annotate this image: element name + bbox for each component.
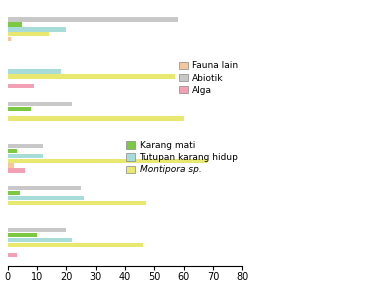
- Bar: [8, 27, 66, 32]
- Bar: [8, 233, 37, 237]
- Bar: [8, 144, 43, 148]
- Bar: [8, 154, 43, 158]
- Bar: [8, 186, 81, 190]
- Bar: [8, 74, 175, 78]
- Bar: [8, 22, 23, 27]
- Bar: [8, 17, 178, 22]
- Bar: [8, 163, 14, 168]
- Bar: [8, 117, 184, 121]
- Bar: [8, 191, 20, 195]
- Bar: [8, 102, 72, 106]
- Bar: [8, 37, 11, 41]
- Bar: [8, 168, 25, 173]
- Bar: [8, 69, 61, 74]
- Bar: [8, 106, 31, 111]
- Bar: [8, 201, 146, 205]
- Bar: [8, 228, 66, 232]
- Bar: [8, 158, 207, 163]
- Bar: [8, 238, 72, 242]
- Legend: Karang mati, Tutupan karang hidup, Montipora sp.: Karang mati, Tutupan karang hidup, Monti…: [124, 139, 240, 176]
- Bar: [8, 253, 16, 257]
- Bar: [8, 243, 143, 247]
- Bar: [8, 32, 49, 36]
- Bar: [8, 149, 16, 153]
- Bar: [8, 84, 34, 88]
- Bar: [8, 196, 84, 200]
